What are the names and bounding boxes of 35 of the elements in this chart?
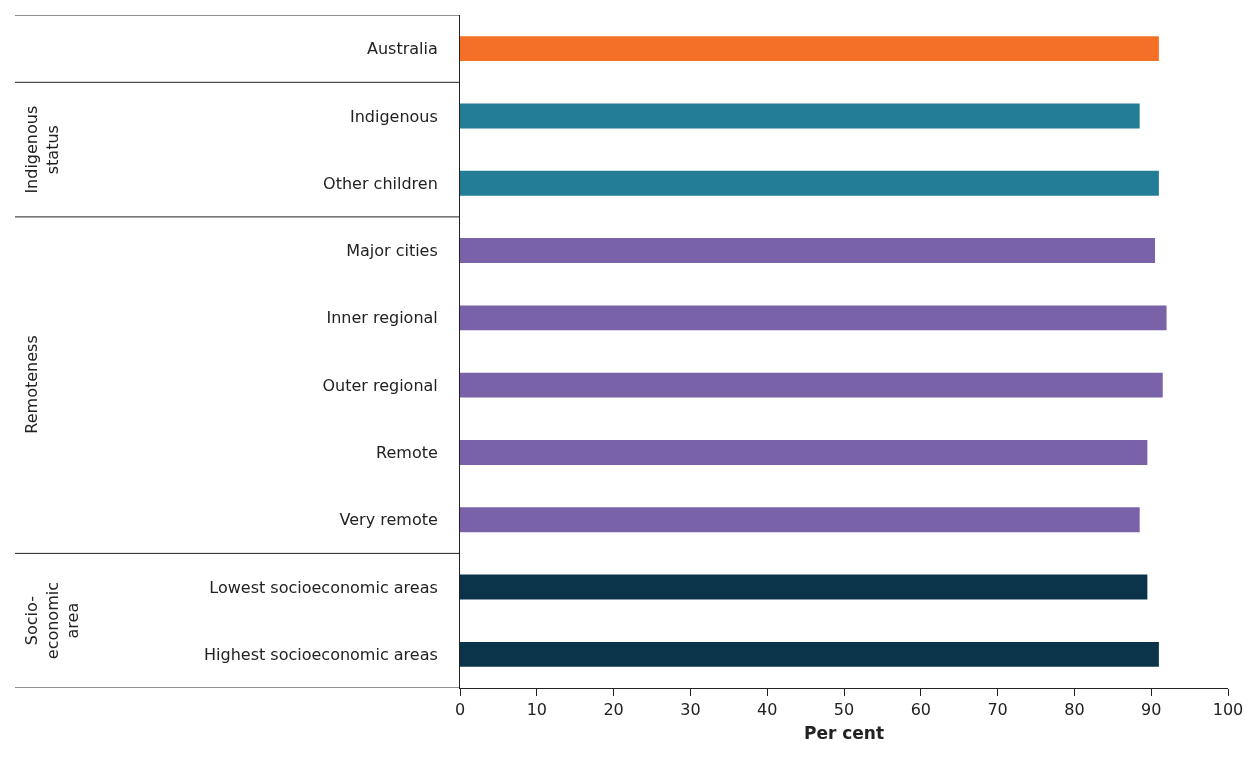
x-axis-title: Per cent <box>803 722 885 743</box>
x-tick-label: 10 <box>526 700 547 720</box>
x-tick-label: 30 <box>680 700 701 720</box>
text: Remoteness <box>22 335 42 434</box>
bar <box>460 440 1148 465</box>
text: Indigenous status <box>22 105 63 194</box>
x-tick-label: 0 <box>454 700 466 720</box>
bar <box>460 36 1159 62</box>
x-tick-label: 70 <box>987 700 1008 720</box>
bar <box>460 170 1159 196</box>
text: Socio-economic area <box>21 582 83 660</box>
y-tick-label: Indigenous <box>349 106 438 126</box>
y-tick-label: Remote <box>376 443 438 463</box>
bar <box>460 238 1156 263</box>
x-tick-label: 60 <box>910 700 931 720</box>
y-tick-label: Australia <box>367 39 438 59</box>
y-tick-label: Outer regional <box>322 375 438 395</box>
y-tick-label: Very remote <box>339 510 438 530</box>
x-tick-label: 40 <box>757 700 778 720</box>
x-tick-label: 50 <box>833 700 855 720</box>
x-tick-label: 90 <box>1141 700 1162 720</box>
bar <box>460 574 1148 600</box>
bar <box>460 372 1163 398</box>
y-tick-label: Highest socioeconomic areas <box>204 644 438 664</box>
bar <box>460 507 1140 533</box>
y-tick-label: Inner regional <box>326 308 438 328</box>
x-tick-label: 80 <box>1064 700 1085 720</box>
bar <box>460 103 1140 129</box>
bar <box>460 641 1159 667</box>
x-tick-label: 100 <box>1212 700 1244 720</box>
x-tick-label: 20 <box>603 700 624 720</box>
bar <box>460 305 1167 331</box>
y-tick-label: Lowest socioeconomic areas <box>209 577 438 597</box>
y-tick-label: Major cities <box>346 241 438 261</box>
y-tick-label: Other children <box>323 173 438 193</box>
